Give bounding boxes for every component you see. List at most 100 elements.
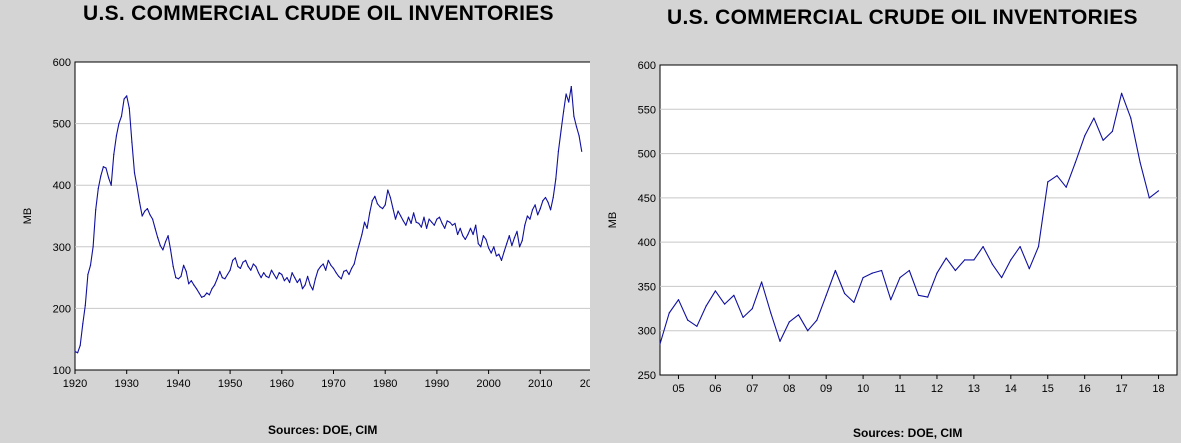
data-point	[159, 245, 161, 247]
data-point	[467, 233, 469, 236]
data-point	[696, 325, 698, 327]
y-tick-label: 600	[53, 57, 71, 69]
data-point	[433, 224, 435, 226]
data-point	[560, 130, 562, 132]
data-point	[366, 227, 368, 229]
data-point	[477, 243, 479, 245]
data-point	[152, 218, 154, 220]
data-point	[544, 196, 547, 199]
data-point	[105, 167, 107, 169]
data-point	[312, 289, 314, 291]
data-point	[115, 135, 117, 137]
x-tick-label: 06	[709, 383, 721, 395]
chart-panel-recent: U.S. COMMERCIAL CRUDE OIL INVENTORIES 25…	[590, 0, 1181, 443]
data-point	[405, 224, 407, 226]
data-point	[149, 214, 151, 216]
data-point	[252, 263, 254, 265]
x-tick-label: 05	[672, 383, 684, 395]
data-point	[84, 304, 86, 306]
data-point	[542, 200, 544, 202]
x-tick-label: 1940	[166, 378, 190, 390]
x-tick-label: 1980	[373, 378, 397, 390]
data-point	[438, 216, 441, 218]
y-tick-label: 450	[638, 193, 656, 205]
y-tick-label: 250	[638, 370, 656, 382]
data-point	[304, 284, 306, 286]
x-tick-label: 17	[1115, 383, 1127, 395]
data-point	[247, 265, 249, 268]
data-point	[260, 277, 262, 279]
data-point	[255, 265, 257, 268]
data-point	[221, 277, 223, 279]
plot-area	[74, 61, 590, 371]
data-point	[330, 264, 332, 266]
data-point	[369, 212, 371, 214]
data-point	[322, 263, 324, 265]
data-point	[991, 263, 993, 265]
data-point	[853, 301, 855, 303]
data-point	[141, 215, 143, 217]
data-point	[724, 303, 726, 305]
data-point	[413, 212, 415, 214]
line-chart-long-term: 100 200 300 400 500 600 1920 1930 1940 1950 1960 19…	[22, 57, 590, 390]
data-point	[557, 150, 560, 152]
y-tick-label: 500	[53, 119, 71, 131]
data-point	[1001, 277, 1003, 279]
data-point	[164, 241, 167, 243]
data-point	[126, 95, 128, 97]
data-point	[371, 200, 373, 202]
x-tick-label: 08	[783, 383, 795, 395]
data-point	[278, 272, 280, 274]
data-point	[871, 272, 873, 274]
data-point	[537, 214, 539, 216]
data-point	[131, 141, 133, 143]
data-point	[531, 209, 534, 211]
data-point	[317, 269, 319, 271]
data-point	[482, 235, 484, 237]
data-point	[659, 343, 661, 345]
data-point	[203, 295, 205, 297]
data-point	[1028, 268, 1030, 270]
data-point	[472, 233, 474, 236]
data-point	[100, 175, 102, 177]
data-point	[268, 277, 270, 279]
data-point	[219, 270, 221, 272]
data-point	[338, 275, 340, 277]
x-tick-label: 11	[894, 383, 905, 395]
data-point	[899, 277, 901, 279]
data-point	[581, 150, 583, 152]
data-point	[1047, 181, 1049, 183]
data-point	[555, 178, 557, 180]
data-point	[299, 278, 301, 280]
data-point	[410, 222, 412, 224]
y-tick-label: 300	[638, 326, 656, 338]
data-point	[797, 314, 800, 316]
data-point	[389, 196, 391, 199]
data-point	[1111, 130, 1113, 132]
data-point	[185, 270, 187, 272]
data-point	[294, 277, 296, 279]
data-point	[358, 243, 360, 245]
data-point	[198, 292, 200, 294]
data-point	[382, 208, 384, 210]
data-point	[751, 308, 753, 310]
data-point	[714, 290, 716, 292]
data-point	[834, 269, 836, 272]
x-tick-label: 1950	[218, 378, 242, 390]
data-point	[506, 243, 508, 245]
data-point	[1065, 186, 1067, 188]
data-point	[183, 264, 185, 266]
data-point	[1130, 117, 1132, 119]
y-axis-title: MB	[607, 212, 619, 229]
data-point	[1056, 175, 1058, 177]
data-point	[110, 184, 112, 186]
data-point	[761, 281, 763, 283]
chart-title: U.S. COMMERCIAL CRUDE OIL INVENTORIES	[667, 6, 1138, 29]
data-point	[816, 319, 818, 321]
data-point	[188, 283, 190, 285]
data-point	[687, 319, 689, 321]
chart-panel-long-term: U.S. COMMERCIAL CRUDE OIL INVENTORIES 10…	[0, 0, 590, 443]
y-tick-label: 500	[638, 149, 656, 161]
data-point	[400, 215, 402, 217]
data-point	[345, 269, 347, 271]
